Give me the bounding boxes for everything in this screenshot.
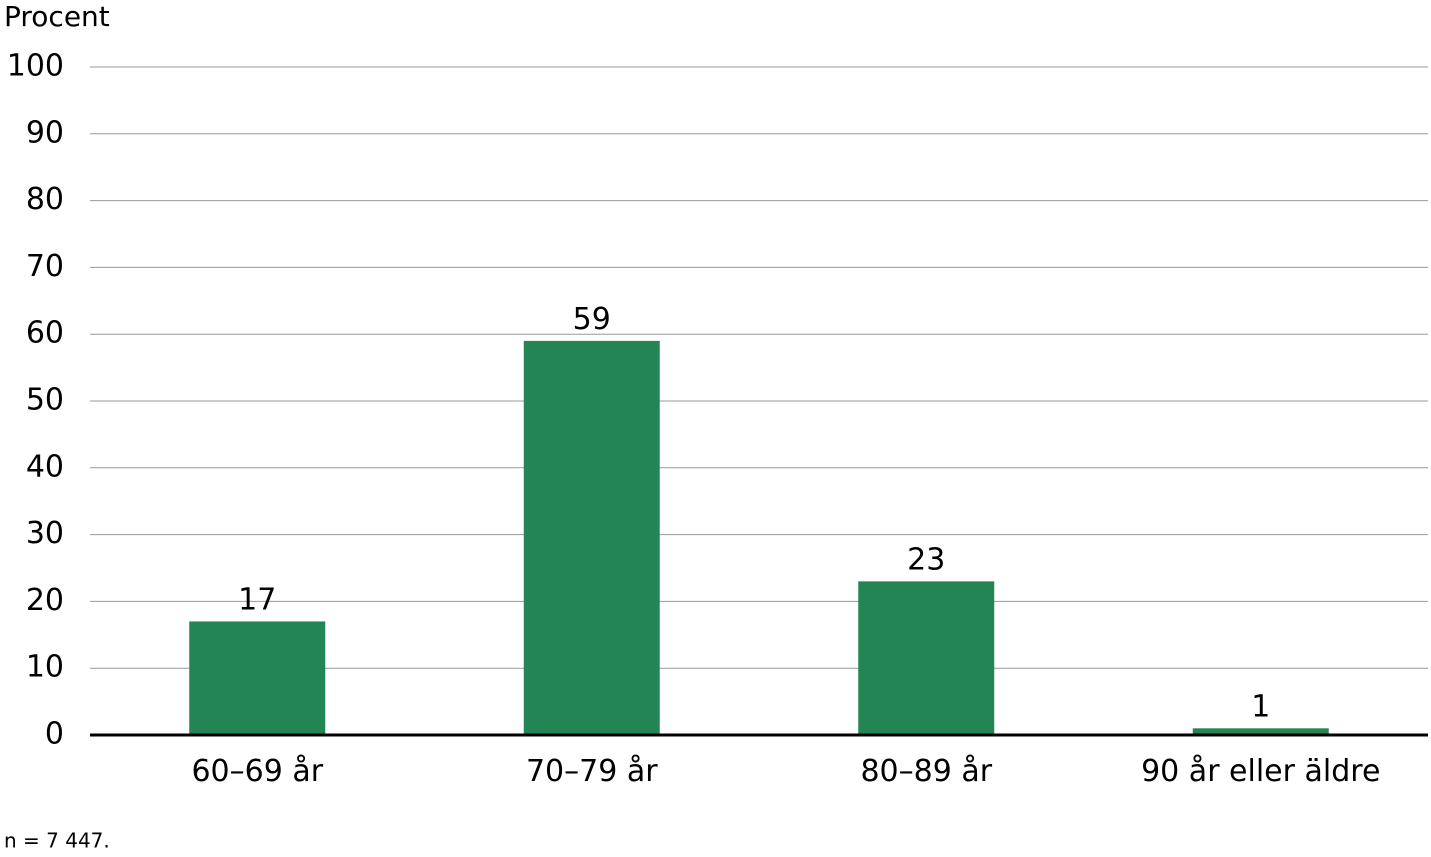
y-tick-label: 80 [26, 182, 64, 217]
y-tick-label: 0 [45, 717, 64, 752]
bar [858, 581, 995, 735]
value-label: 23 [907, 542, 945, 577]
y-tick-label: 70 [26, 249, 64, 284]
note: n = 7 447. [4, 829, 110, 853]
y-tick-label: 50 [26, 383, 64, 418]
y-tick-label: 90 [26, 115, 64, 150]
x-tick-label: 60–69 år [191, 754, 323, 789]
y-tick-label: 40 [26, 449, 64, 484]
value-label: 59 [573, 302, 611, 337]
bar [189, 621, 326, 735]
x-tick-label: 80–89 år [860, 754, 992, 789]
y-tick-label: 60 [26, 316, 64, 351]
y-tick-label: 20 [26, 583, 64, 618]
x-tick-label: 90 år eller äldre [1141, 754, 1380, 789]
y-tick-label: 10 [26, 650, 64, 685]
value-label: 1 [1251, 689, 1270, 724]
bar [1192, 728, 1329, 735]
value-label: 17 [238, 582, 276, 617]
bar [523, 340, 660, 735]
x-tick-label: 70–79 år [526, 754, 658, 789]
y-axis-label: Procent [4, 0, 110, 33]
y-tick-label: 100 [7, 49, 64, 84]
y-tick-label: 30 [26, 516, 64, 551]
